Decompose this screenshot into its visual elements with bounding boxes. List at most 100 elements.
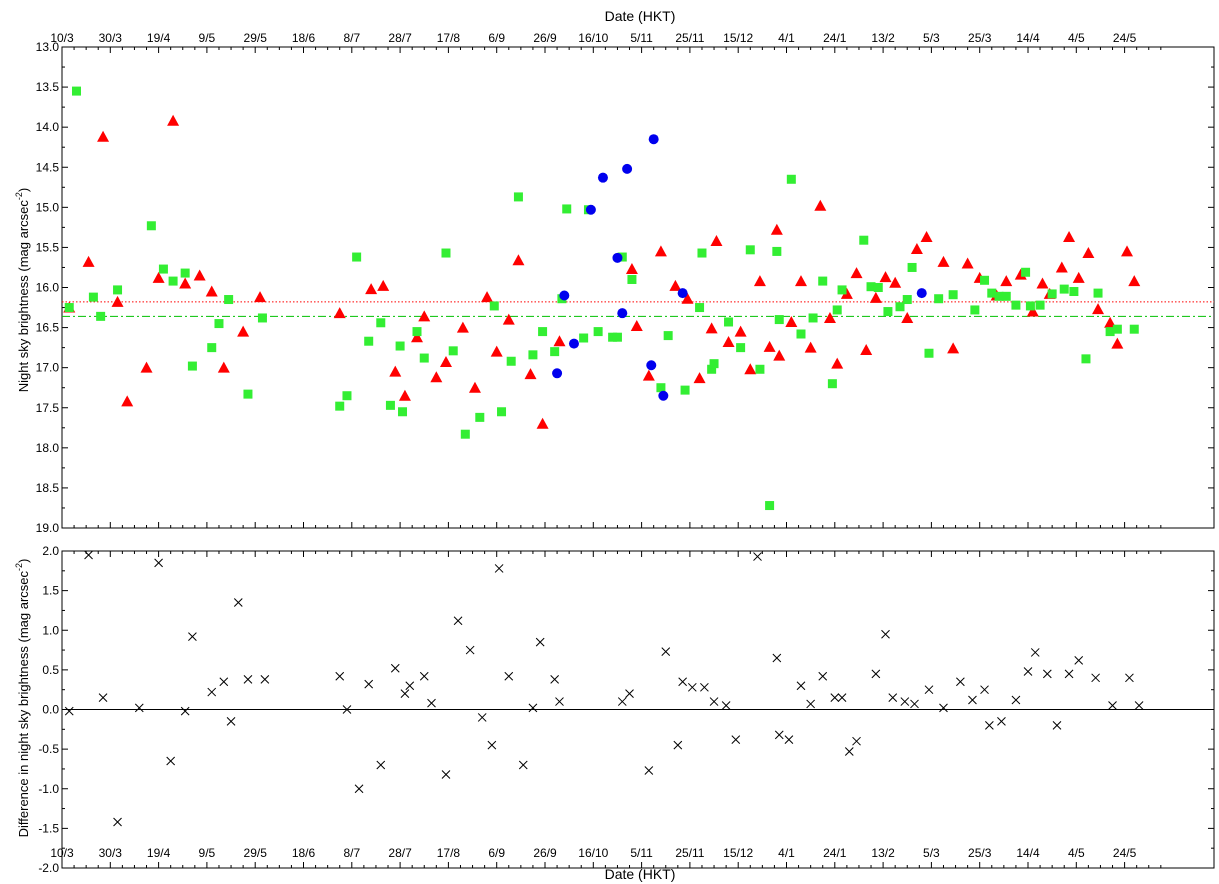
bottom-y-tick-label: 2.0 [42,544,59,558]
bottom-x-tick-label: 25/11 [675,846,704,860]
data-point-triangle [365,283,378,295]
data-point-cross [233,598,243,607]
top-x-tick-label: 4/1 [778,31,795,45]
top-y-tick-label: 19.0 [36,521,60,535]
data-point-square [837,285,847,295]
data-point-cross-stroke [700,682,709,692]
data-point-triangle [152,271,165,283]
data-point-square [538,327,548,337]
data-point-triangle [140,361,153,373]
data-point-circle [597,172,608,183]
top-y-tick-label: 16.0 [36,281,60,295]
data-point-cross-stroke [154,558,163,568]
data-point-cross [188,632,197,641]
data-point-cross-stroke [774,730,784,740]
bottom-x-tick-label: 13/2 [871,846,895,860]
data-point-cross [1125,673,1134,683]
data-point-cross [441,770,451,779]
bottom-y-tick-label: -2.0 [38,861,59,875]
data-point-triangle [669,279,682,291]
data-point-cross-stroke [881,629,890,639]
data-point-cross-stroke [888,693,898,702]
data-point-triangle [773,349,786,361]
data-point-circle [617,308,628,319]
data-point-cross-stroke [806,699,816,709]
data-point-square [970,305,980,315]
data-point-cross-stroke [207,687,217,697]
data-point-triangle [430,371,443,383]
data-point-square [398,407,408,417]
data-point-triangle [630,319,643,331]
data-point-square [1081,354,1091,364]
data-point-triangle [625,263,638,275]
top-y-tick-label: 17.0 [36,361,60,375]
top-x-tick-label: 15/12 [723,31,753,45]
data-point-square [385,400,395,410]
data-point-cross-stroke [980,685,989,695]
data-point-triangle [693,372,706,384]
data-point-cross [985,720,994,730]
data-point-triangle [411,331,424,343]
data-point-triangle [901,311,914,323]
data-point-triangle [389,365,402,377]
data-point-cross-stroke [721,701,731,710]
data-point-cross [166,756,176,766]
bottom-y-tick-label: -1.0 [38,782,59,796]
data-point-cross [555,697,564,706]
data-point-cross-stroke [243,675,253,684]
data-point-cross [644,766,654,775]
data-point-cross-stroke [535,637,545,647]
top-x-tick-label: 17/8 [437,31,461,45]
data-point-square [497,407,507,417]
data-point-cross-stroke [84,550,93,560]
data-point-square [1025,301,1035,311]
data-point-cross-stroke [64,706,74,716]
top-x-axis-title: Date (HKT) [605,8,676,24]
data-point-square [980,275,990,285]
top-x-tick-label: 26/9 [533,31,557,45]
data-point-square [1093,288,1103,298]
data-point-square [1047,289,1057,299]
data-point-cross-stroke [477,713,487,722]
bottom-x-tick-label: 19/4 [147,846,171,860]
data-point-square [528,350,538,360]
data-point-cross [784,735,794,744]
data-point-cross [997,717,1006,726]
bottom-y-tick-label: 0.5 [42,663,59,677]
data-point-cross [465,645,475,655]
data-point-square [1059,284,1069,294]
data-point-cross-stroke [678,677,688,687]
data-point-cross-stroke [956,677,965,687]
top-x-tick-label: 24/1 [823,31,847,45]
data-point-cross [504,671,514,681]
data-point-cross [180,706,190,716]
data-point-cross [64,706,74,716]
data-point-cross-stroke [226,717,236,726]
data-point-square [1129,324,1139,334]
data-point-cross-stroke [364,679,374,689]
data-point-triangle [889,276,902,288]
bottom-x-tick-label: 18/6 [292,846,316,860]
data-point-square [895,302,905,312]
data-point-triangle [869,291,882,303]
data-point-square [765,501,775,511]
data-point-square [562,204,572,214]
data-point-cross [390,663,400,673]
data-point-square [96,311,106,321]
data-point-cross [956,677,965,687]
data-point-cross-stroke [188,632,197,641]
data-point-cross-stroke [166,756,176,766]
data-point-square [736,343,746,353]
data-point-cross-stroke [376,760,386,770]
data-point-cross-stroke [427,698,436,708]
data-point-cross-stroke [233,598,243,607]
data-point-square [934,294,944,304]
data-point-cross [1091,673,1100,683]
data-point-cross [700,682,709,692]
data-point-cross [477,713,487,722]
bottom-x-tick-label: 16/10 [578,846,608,860]
data-point-square [663,331,673,341]
data-point-triangle [536,417,549,429]
data-point-triangle [785,315,798,327]
data-point-cross-stroke [113,817,122,827]
